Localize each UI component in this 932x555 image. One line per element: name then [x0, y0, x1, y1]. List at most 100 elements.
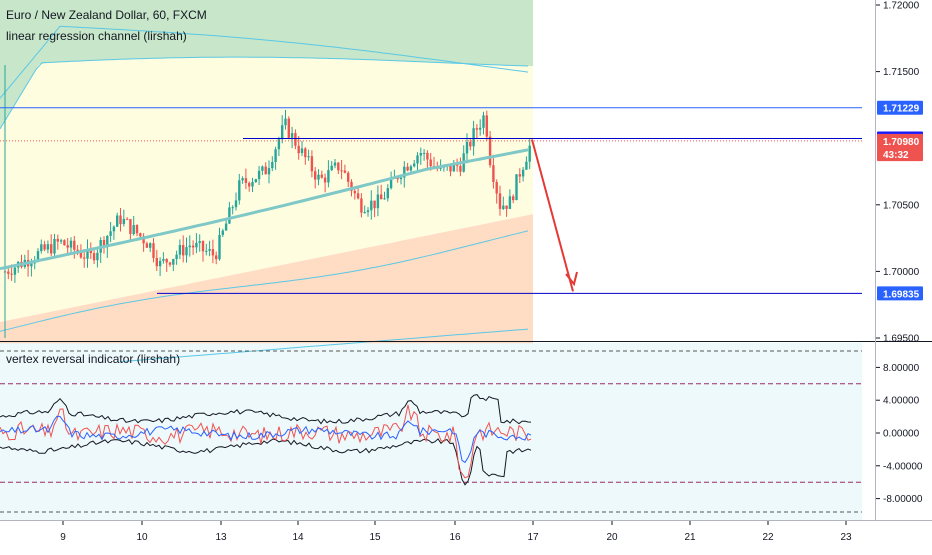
candle-body	[63, 240, 66, 246]
candle-body	[271, 162, 274, 169]
time-tick-label: 13	[215, 532, 227, 543]
candle-body	[366, 210, 370, 213]
time-tick-label: 22	[762, 532, 774, 543]
candle-body	[337, 162, 340, 171]
time-tick-label: 15	[369, 532, 381, 543]
candle-body	[479, 127, 482, 130]
candle-body	[333, 162, 337, 166]
candle-body	[330, 165, 333, 171]
candle-body	[356, 193, 360, 199]
candle-body	[155, 258, 158, 267]
candle-body	[297, 145, 300, 154]
candle-body	[30, 263, 33, 267]
candle-body	[459, 165, 462, 172]
candle-body	[419, 153, 422, 156]
price-label-text: 1.69835	[883, 289, 920, 300]
candle-body	[152, 243, 155, 258]
candle-body	[422, 152, 426, 154]
candle-body	[208, 249, 211, 251]
candle-body	[406, 166, 409, 171]
candle-body	[403, 166, 406, 178]
candle-body	[254, 179, 257, 183]
candle-body	[261, 166, 264, 171]
candle-body	[195, 242, 198, 248]
chart-title[interactable]: Euro / New Zealand Dollar, 60, FXCM	[6, 8, 207, 22]
candle-body	[287, 118, 290, 138]
candle-body	[191, 245, 195, 248]
osc-tick-label: -4.00000	[883, 461, 923, 472]
candle-body	[300, 148, 304, 154]
candle-body	[472, 128, 475, 147]
lower-inner-band-line	[0, 230, 529, 332]
candle-body	[267, 168, 271, 175]
regression-center-line	[0, 148, 529, 271]
candle-body	[66, 245, 69, 248]
candle-body	[13, 267, 17, 275]
candle-body	[248, 183, 251, 187]
candle-body	[89, 249, 92, 254]
candle-body	[310, 156, 314, 172]
candle-body	[373, 200, 376, 209]
candle-body	[389, 178, 393, 189]
candle-body	[485, 115, 488, 137]
price-tick-label: 1.71500	[883, 67, 920, 78]
candle-body	[304, 148, 307, 158]
candle-body	[512, 196, 515, 201]
candle-body	[347, 172, 350, 182]
candle-body	[521, 169, 525, 177]
time-tick-label: 23	[840, 532, 852, 543]
candle-body	[386, 188, 389, 199]
time-tick-label: 16	[449, 532, 461, 543]
candle-body	[96, 252, 99, 261]
time-tick-label: 17	[527, 532, 539, 543]
osc-red-line	[0, 404, 532, 479]
candle-body	[165, 259, 168, 263]
candle-body	[122, 218, 125, 225]
candle-body	[416, 155, 419, 164]
indicator-label-vertex[interactable]: vertex reversal indicator (lirshah)	[6, 352, 181, 366]
candle-body	[142, 236, 145, 244]
candle-body	[188, 245, 191, 248]
candle-body	[257, 170, 261, 180]
candle-body	[79, 252, 83, 258]
lower-outer-band-line	[119, 328, 529, 363]
candle-body	[218, 234, 221, 260]
candle-body	[399, 177, 403, 180]
candle-body	[139, 233, 142, 237]
candle-body	[495, 182, 498, 194]
upper-band-line	[0, 25, 529, 99]
candle-body	[502, 205, 505, 209]
upper-inner-band-line	[0, 56, 529, 130]
candle-body	[469, 141, 472, 147]
candle-body	[508, 196, 512, 209]
candle-body	[426, 152, 429, 160]
candle-body	[376, 194, 380, 209]
candle-body	[205, 250, 208, 252]
candle-body	[277, 139, 281, 150]
candle-body	[172, 259, 175, 265]
indicator-label-regression[interactable]: linear regression channel (lirshah)	[6, 29, 187, 43]
candle-body	[149, 243, 152, 248]
candle-body	[343, 170, 347, 173]
candle-body	[320, 174, 323, 178]
candle-body	[112, 226, 116, 232]
osc-upper-envelope	[0, 394, 532, 425]
candle-body	[383, 198, 386, 200]
candle-body	[132, 225, 135, 234]
price-label-box	[877, 147, 923, 162]
candle-body	[59, 240, 63, 242]
osc-tick-label: 0.00000	[883, 429, 920, 440]
candle-body	[215, 255, 218, 260]
price-label-text: 1.71229	[883, 104, 920, 115]
candle-body	[10, 273, 13, 275]
candle-body	[83, 257, 86, 259]
price-label-text: 1.70980	[883, 137, 920, 148]
price-label-box	[877, 100, 923, 115]
candle-body	[109, 231, 112, 236]
candle-body	[234, 200, 238, 208]
candle-body	[178, 245, 182, 255]
candle-body	[281, 125, 284, 140]
candle-body	[125, 218, 129, 220]
candle-body	[323, 177, 327, 183]
